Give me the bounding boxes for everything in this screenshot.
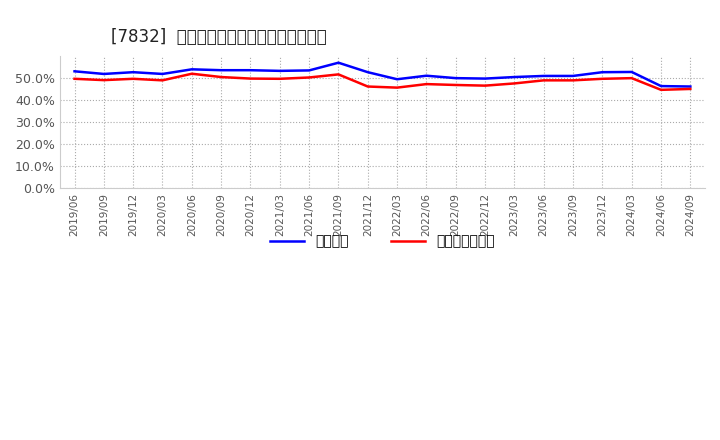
固定比率 bbox=[686, 84, 695, 89]
固定比率 bbox=[71, 69, 79, 74]
Line: 固定長期適合率: 固定長期適合率 bbox=[75, 74, 690, 90]
Text: [7832]  固定比率、固定長期適合率の推移: [7832] 固定比率、固定長期適合率の推移 bbox=[112, 28, 327, 46]
固定長期適合率 bbox=[276, 76, 284, 81]
固定長期適合率 bbox=[217, 74, 225, 80]
固定長期適合率 bbox=[422, 81, 431, 87]
固定長期適合率 bbox=[657, 87, 665, 92]
固定長期適合率 bbox=[451, 82, 460, 88]
固定長期適合率 bbox=[334, 72, 343, 77]
固定長期適合率 bbox=[510, 81, 518, 86]
固定比率 bbox=[569, 73, 577, 79]
固定長期適合率 bbox=[99, 77, 108, 83]
固定長期適合率 bbox=[481, 83, 490, 88]
固定比率 bbox=[627, 70, 636, 75]
固定長期適合率 bbox=[246, 76, 255, 81]
Legend: 固定比率, 固定長期適合率: 固定比率, 固定長期適合率 bbox=[264, 229, 500, 254]
固定長期適合率 bbox=[569, 78, 577, 83]
固定比率 bbox=[393, 77, 402, 82]
固定比率 bbox=[364, 70, 372, 75]
固定長期適合率 bbox=[129, 76, 138, 81]
固定比率 bbox=[334, 60, 343, 66]
固定長期適合率 bbox=[539, 78, 548, 83]
固定比率 bbox=[187, 67, 196, 72]
固定長期適合率 bbox=[627, 76, 636, 81]
固定比率 bbox=[99, 71, 108, 77]
固定長期適合率 bbox=[71, 76, 79, 81]
固定比率 bbox=[422, 73, 431, 78]
固定比率 bbox=[598, 70, 607, 75]
固定長期適合率 bbox=[393, 85, 402, 90]
固定長期適合率 bbox=[598, 76, 607, 81]
固定比率 bbox=[481, 76, 490, 81]
固定比率 bbox=[246, 68, 255, 73]
固定長期適合率 bbox=[305, 75, 313, 80]
固定比率 bbox=[305, 68, 313, 73]
固定長期適合率 bbox=[686, 86, 695, 92]
固定比率 bbox=[217, 68, 225, 73]
固定長期適合率 bbox=[158, 78, 167, 83]
固定比率 bbox=[276, 68, 284, 73]
固定長期適合率 bbox=[187, 71, 196, 77]
固定比率 bbox=[657, 84, 665, 89]
固定比率 bbox=[451, 76, 460, 81]
固定比率 bbox=[510, 74, 518, 80]
固定比率 bbox=[158, 71, 167, 77]
固定長期適合率 bbox=[364, 84, 372, 89]
固定比率 bbox=[539, 73, 548, 79]
固定比率 bbox=[129, 70, 138, 75]
Line: 固定比率: 固定比率 bbox=[75, 63, 690, 87]
